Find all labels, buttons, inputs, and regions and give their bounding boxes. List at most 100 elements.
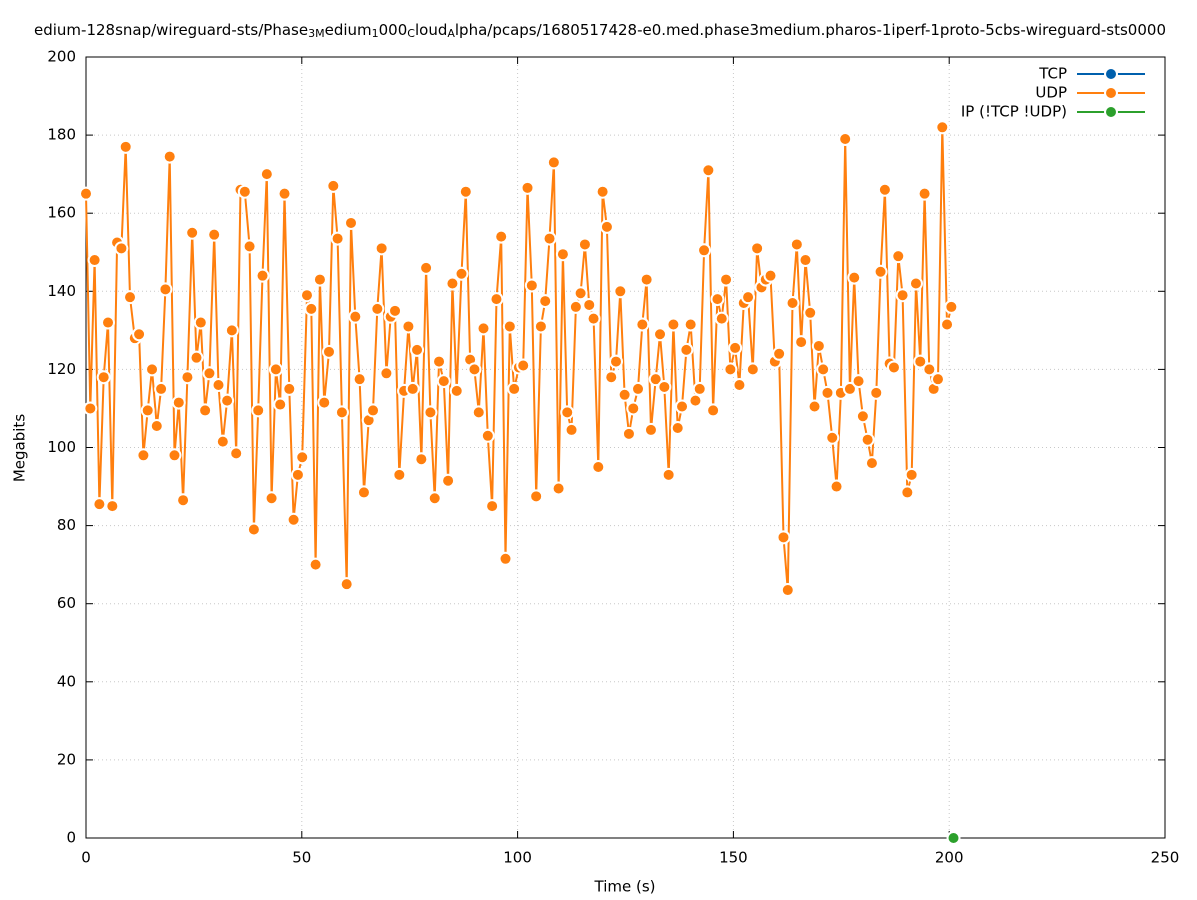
data-point (334, 405, 349, 420)
data-point (772, 346, 787, 361)
data-point (92, 497, 107, 512)
y-axis-label: Megabits (11, 414, 29, 482)
data-point (900, 485, 915, 500)
data-point (449, 383, 464, 398)
data-point (913, 354, 928, 369)
data-point (295, 450, 310, 465)
data-point (653, 327, 668, 342)
data-point (675, 399, 690, 414)
data-point (873, 264, 888, 279)
data-point (670, 420, 685, 435)
data-point (706, 403, 721, 418)
data-point (564, 422, 579, 437)
data-point (132, 327, 147, 342)
data-point (185, 225, 200, 240)
data-point (308, 557, 323, 572)
data-point (264, 491, 279, 506)
data-point (666, 317, 681, 332)
data-point (701, 163, 716, 178)
y-tick-label: 200 (47, 48, 76, 66)
data-point (189, 350, 204, 365)
data-point (697, 243, 712, 258)
data-point (516, 358, 531, 373)
data-point (114, 241, 129, 256)
legend-label: TCP (1038, 65, 1067, 83)
x-tick-label: 0 (81, 849, 91, 867)
data-point (237, 184, 252, 199)
data-point (648, 372, 663, 387)
data-point (546, 155, 561, 170)
data-point (136, 448, 151, 463)
data-point (317, 395, 332, 410)
data-point (427, 491, 442, 506)
data-point (299, 288, 314, 303)
data-point (162, 149, 177, 164)
data-point (140, 403, 155, 418)
data-point (922, 362, 937, 377)
data-point (330, 231, 345, 246)
data-point (829, 479, 844, 494)
title-segment: A (447, 27, 455, 40)
plot-frame (85, 56, 1166, 839)
data-point (745, 362, 760, 377)
data-point (366, 403, 381, 418)
data-point (599, 219, 614, 234)
data-point (176, 493, 191, 508)
data-point (811, 338, 826, 353)
data-point (864, 456, 879, 471)
data-point (719, 272, 734, 287)
data-point (246, 522, 261, 537)
data-point (807, 399, 822, 414)
data-point (220, 393, 235, 408)
data-point (763, 268, 778, 283)
data-point (750, 241, 765, 256)
data-point (454, 266, 469, 281)
data-point (489, 292, 504, 307)
x-tick-label: 150 (719, 849, 748, 867)
data-point (436, 374, 451, 389)
data-point (520, 180, 535, 195)
data-point (732, 378, 747, 393)
data-point (101, 315, 116, 330)
data-point (816, 362, 831, 377)
data-point (498, 551, 513, 566)
title-segment: 000 (379, 21, 408, 39)
data-point (458, 184, 473, 199)
data-point (410, 342, 425, 357)
data-point (405, 381, 420, 396)
title-segment: C (407, 27, 415, 40)
data-point (507, 381, 522, 396)
data-point (789, 237, 804, 252)
data-point (917, 186, 932, 201)
data-point (785, 296, 800, 311)
data-point (551, 481, 566, 496)
y-tick-label: 80 (57, 516, 76, 534)
legend-marker (1104, 86, 1118, 100)
legend-marker (1104, 67, 1118, 81)
data-point (158, 282, 173, 297)
data-point (432, 354, 447, 369)
data-point (485, 499, 500, 514)
data-point (282, 381, 297, 396)
data-point (242, 239, 257, 254)
data-point (542, 231, 557, 246)
legend-label: UDP (1035, 84, 1067, 102)
data-point (374, 241, 389, 256)
data-point (591, 460, 606, 475)
data-point (577, 237, 592, 252)
x-tick-label: 250 (1151, 849, 1180, 867)
data-point (533, 319, 548, 334)
x-tick-label: 50 (292, 849, 311, 867)
data-point (251, 403, 266, 418)
data-point (617, 387, 632, 402)
data-point (891, 249, 906, 264)
data-point (215, 434, 230, 449)
data-point (348, 309, 363, 324)
data-point (780, 583, 795, 598)
data-point (370, 301, 385, 316)
data-point (555, 247, 570, 262)
data-point (154, 381, 169, 396)
data-point (105, 499, 120, 514)
data-point (886, 360, 901, 375)
